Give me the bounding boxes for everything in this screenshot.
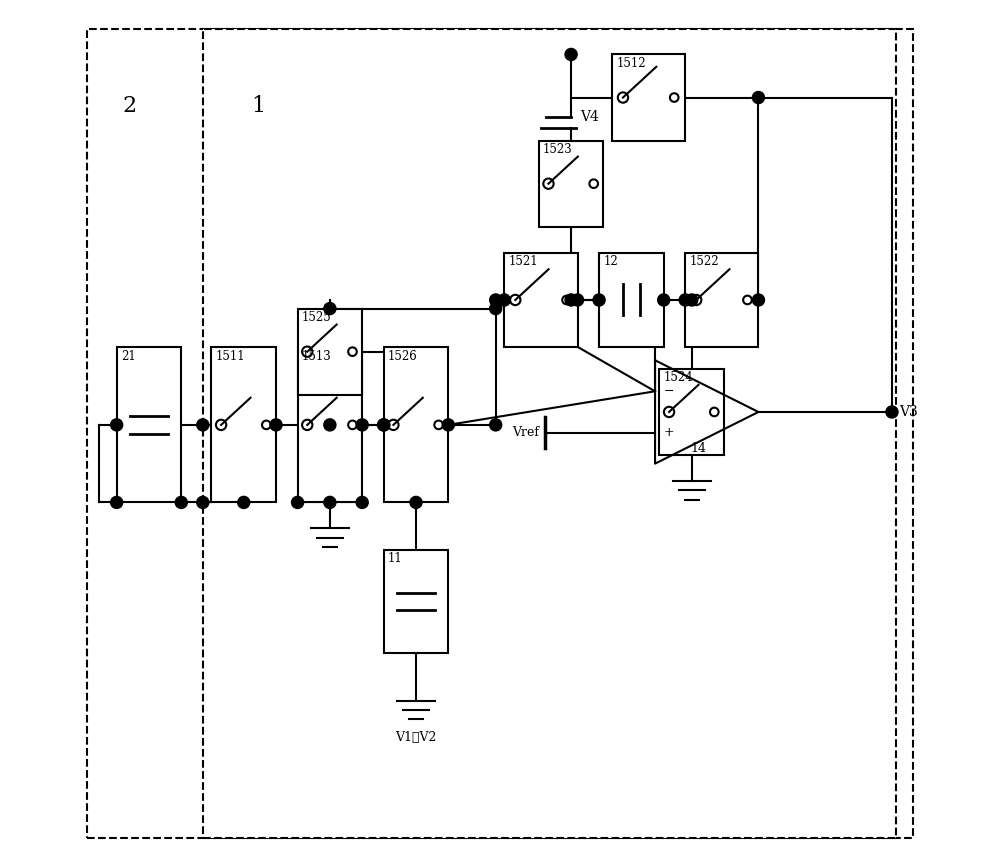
Circle shape (378, 419, 390, 431)
Bar (384, 348, 448, 502)
Circle shape (410, 497, 422, 508)
Text: 1: 1 (252, 95, 266, 117)
Circle shape (324, 303, 336, 315)
Text: 1512: 1512 (616, 57, 646, 70)
Text: 1521: 1521 (509, 255, 538, 268)
Text: 1526: 1526 (388, 350, 418, 363)
Circle shape (498, 294, 510, 306)
Circle shape (658, 294, 670, 306)
Circle shape (356, 497, 368, 508)
Text: 2: 2 (123, 95, 137, 117)
Bar (659, 368, 724, 455)
Circle shape (752, 92, 764, 103)
Bar (504, 252, 578, 348)
Text: 21: 21 (121, 350, 136, 363)
Circle shape (490, 419, 502, 431)
Text: V1～V2: V1～V2 (395, 731, 437, 744)
Bar (203, 29, 896, 838)
Bar (298, 348, 362, 502)
Circle shape (197, 419, 209, 431)
Bar (539, 140, 603, 227)
Circle shape (378, 419, 390, 431)
Text: V3: V3 (899, 405, 918, 419)
Circle shape (886, 406, 898, 418)
Circle shape (111, 497, 123, 508)
Circle shape (565, 294, 577, 306)
Text: 11: 11 (388, 552, 403, 565)
Text: 1522: 1522 (690, 255, 719, 268)
Circle shape (324, 497, 336, 508)
Circle shape (238, 497, 250, 508)
Circle shape (593, 294, 605, 306)
Circle shape (442, 419, 454, 431)
Bar (384, 550, 448, 653)
Circle shape (356, 419, 368, 431)
Circle shape (197, 497, 209, 508)
Text: 14: 14 (690, 442, 706, 455)
Bar (211, 348, 276, 502)
Circle shape (324, 419, 336, 431)
Circle shape (270, 419, 282, 431)
Bar (685, 252, 758, 348)
Circle shape (686, 294, 698, 306)
Text: V4: V4 (580, 110, 599, 124)
Bar (599, 252, 664, 348)
Circle shape (490, 303, 502, 315)
Circle shape (175, 497, 187, 508)
Text: 1523: 1523 (543, 143, 573, 156)
Circle shape (292, 497, 304, 508)
Text: 1525: 1525 (302, 311, 332, 324)
Bar (298, 309, 362, 394)
Circle shape (571, 294, 584, 306)
Circle shape (679, 294, 691, 306)
Bar (612, 55, 685, 140)
Text: 1513: 1513 (302, 350, 332, 363)
Bar (117, 348, 181, 502)
Text: 1524: 1524 (664, 371, 693, 384)
Circle shape (565, 49, 577, 61)
Text: 12: 12 (603, 255, 618, 268)
Text: −: − (664, 385, 674, 398)
Text: +: + (664, 427, 674, 440)
Circle shape (490, 294, 502, 306)
Circle shape (111, 419, 123, 431)
Circle shape (752, 294, 764, 306)
Text: Vref: Vref (512, 427, 539, 440)
Text: 1511: 1511 (216, 350, 245, 363)
